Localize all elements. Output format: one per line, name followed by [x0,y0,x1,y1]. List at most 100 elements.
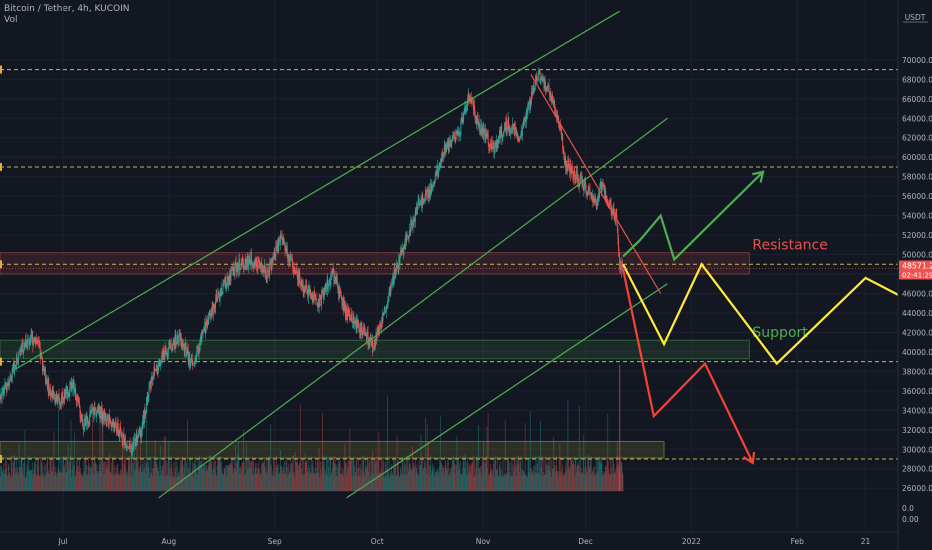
volume-bar [24,476,26,492]
candle-body [356,317,358,327]
volume-bar [21,457,22,492]
volume-bar [128,456,130,492]
candle-body [236,264,238,273]
volume-bar [373,459,375,492]
candle-body [359,328,361,333]
volume-bar [559,443,561,492]
volume-bar [162,465,164,492]
volume-bar [431,463,433,492]
volume-bar [48,474,50,492]
candle-body [58,393,60,398]
candle-body [90,410,92,412]
volume-bar [127,476,129,492]
candle-body [600,182,602,192]
candle-body [556,115,558,117]
candle-body [221,293,223,295]
volume-bar [18,443,20,492]
candle-body [247,255,249,268]
candle-body [347,309,349,320]
candle-body [206,320,208,328]
candle-body [347,309,349,310]
volume-bar [523,470,524,492]
volume-bar [181,458,183,492]
volume-bar [19,466,21,492]
volume-bar [420,434,422,492]
candle-body [510,131,512,133]
volume-bar [403,464,405,492]
volume-indicator-label[interactable]: Vol [4,15,18,25]
volume-bar [118,471,120,492]
candle-body [129,442,131,449]
candle-body [372,349,374,353]
volume-bar [435,472,437,492]
candle-body [102,412,104,420]
candle-body [64,391,66,399]
volume-bar [45,464,47,492]
candle-body [452,134,454,136]
candle-body [231,268,232,270]
volume-bar [176,461,178,492]
candle-body [112,422,113,426]
volume-bar [501,476,503,492]
volume-bar [576,466,578,492]
volume-bar [542,472,544,492]
volume-bar [11,455,13,492]
candle-body [418,200,420,201]
candle-body [528,102,530,104]
volume-bar [192,463,194,492]
candle-body [540,81,541,83]
volume-bar [84,458,86,492]
candle-body [421,193,423,206]
volume-bar [142,460,144,492]
volume-bar [80,474,82,492]
candle-body [619,256,621,269]
volume-bar [344,443,346,492]
volume-bar [137,462,139,492]
volume-bar [434,473,436,492]
volume-bar [491,474,493,492]
volume-bar [505,474,507,492]
volume-bar [411,470,413,492]
volume-bar [107,459,109,492]
volume-bar [187,419,189,492]
candle-body [425,190,427,192]
volume-bar [558,471,560,492]
candle-body [264,264,266,277]
volume-bar [335,464,337,492]
candle-body [495,143,497,148]
volume-bar [495,469,497,492]
volume-bar [501,469,503,492]
candle-body [273,254,275,258]
candle-body [309,289,311,294]
volume-bar [410,469,412,492]
candle-body [480,125,482,134]
volume-bar [147,461,149,492]
volume-bar [544,474,546,492]
volume-bar [571,464,573,492]
volume-bar [0,476,1,492]
candle-body [365,334,367,339]
candle-body [607,201,609,205]
candle-body [453,135,455,137]
candle-body [27,339,29,341]
volume-bar [96,470,98,492]
volume-bar [484,471,486,492]
volume-bar [595,459,597,492]
candle-body [0,393,2,400]
volume-bar [598,456,600,492]
candle-body [135,443,137,446]
candle-body [145,412,146,417]
volume-bar [471,462,473,492]
volume-bar [69,457,71,492]
volume-bar [534,472,536,492]
volume-bar [546,465,548,492]
volume-bar [159,445,161,492]
volume-bar [245,473,247,492]
candle-body [377,327,379,331]
volume-bar [33,473,35,492]
candle-body [13,362,14,369]
candle-body [12,367,14,369]
candle-body [265,271,267,279]
volume-bar [228,466,230,492]
